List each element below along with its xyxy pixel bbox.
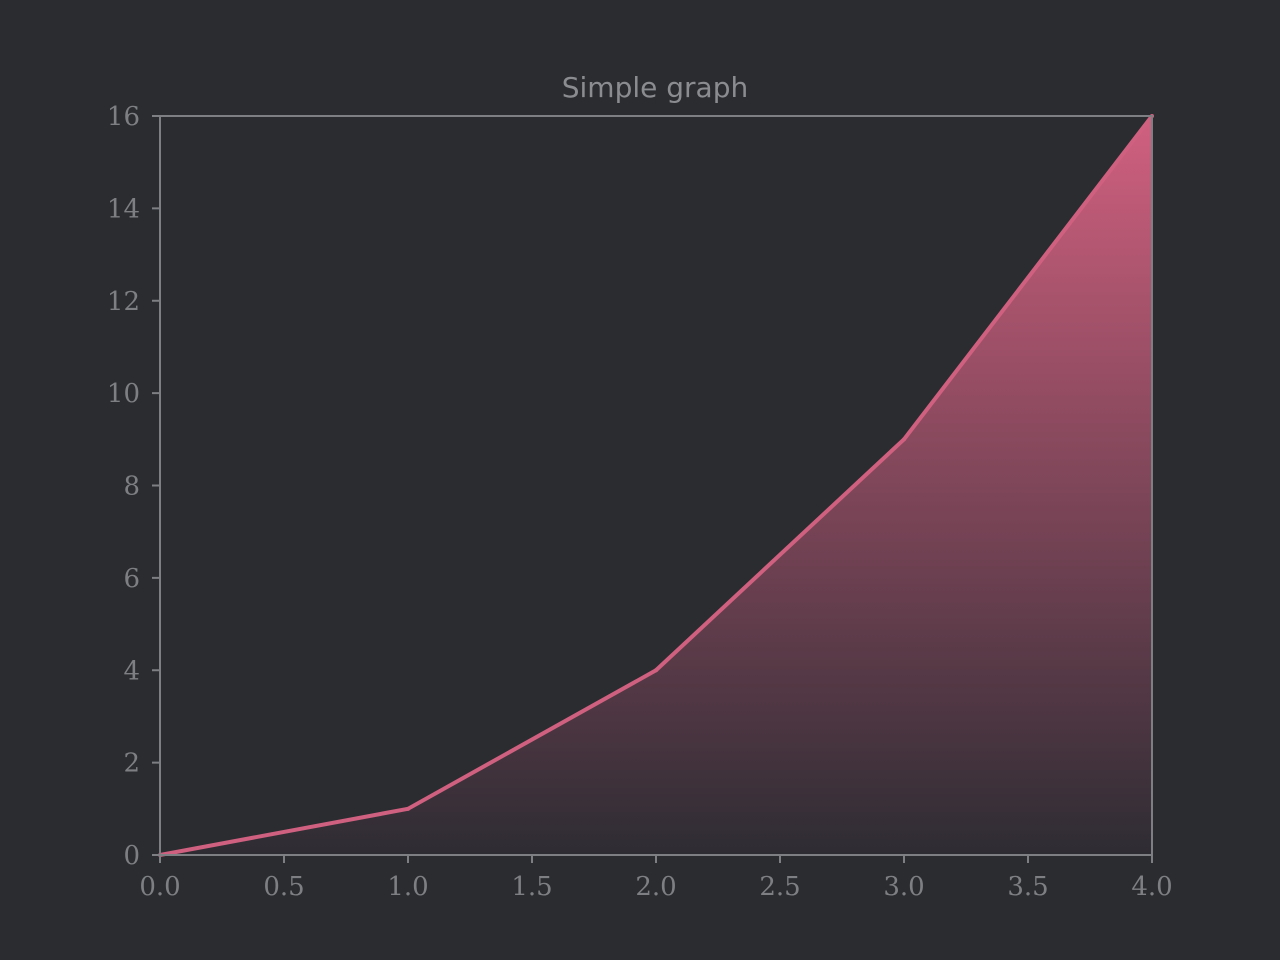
x-tick-label: 1.5	[511, 872, 552, 902]
y-tick-label: 4	[123, 656, 140, 686]
axes: 0.0 0.5 1.0 1.5 2.0 2.5 3.0 3.5 4.0 0 2 4 6 8 10 12 14 16	[107, 102, 1173, 902]
x-tick-label: 2.0	[635, 872, 676, 902]
x-tick-label: 4.0	[1131, 872, 1172, 902]
y-tick-label: 0	[123, 841, 140, 871]
chart-title: Simple graph	[562, 71, 748, 104]
x-tick-label: 1.0	[387, 872, 428, 902]
y-tick-label: 14	[107, 194, 140, 224]
y-tick-label: 10	[107, 379, 140, 409]
data-point	[406, 806, 410, 811]
y-tick-label: 6	[123, 564, 140, 594]
x-tick-label: 3.5	[1007, 872, 1048, 902]
data-point	[654, 668, 658, 673]
x-tick-label: 0.5	[263, 872, 304, 902]
y-tick-label: 12	[107, 287, 140, 317]
x-tick-label: 2.5	[759, 872, 800, 902]
y-tick-label: 2	[123, 749, 140, 779]
area-fill	[160, 116, 1152, 855]
x-tick-label: 3.0	[883, 872, 924, 902]
y-tick-label: 8	[123, 472, 140, 502]
y-tick-label: 16	[107, 102, 140, 132]
data-point	[902, 437, 906, 442]
x-tick-label: 0.0	[139, 872, 180, 902]
